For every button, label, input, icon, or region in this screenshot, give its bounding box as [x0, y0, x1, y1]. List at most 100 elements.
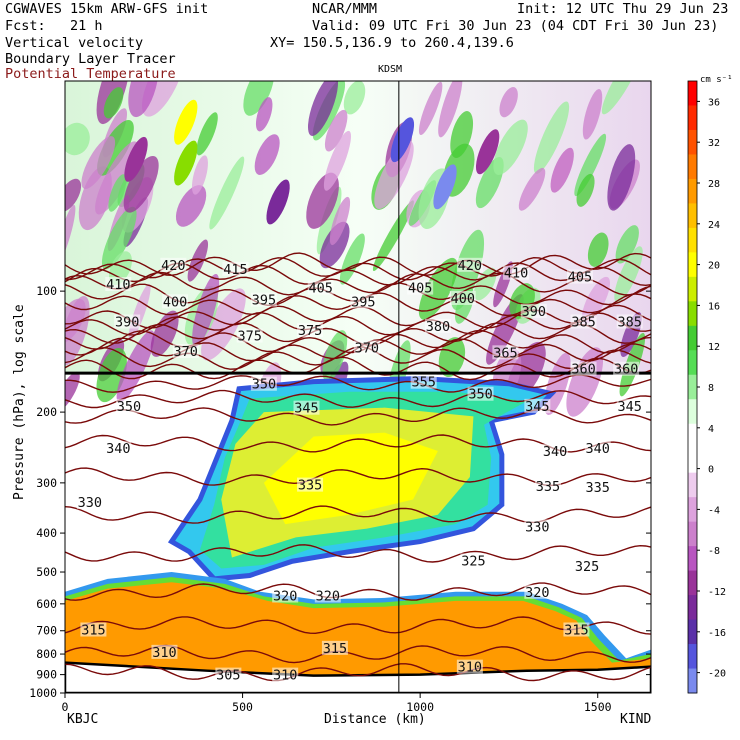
colorbar-swatch: [688, 521, 697, 547]
wave-blob: [192, 273, 220, 347]
theta-label-bg: [616, 314, 643, 329]
theta-label-bg: [424, 318, 451, 333]
theta-label-bg: [307, 280, 334, 295]
theta-contour-315: [65, 616, 651, 635]
wave-blob: [374, 140, 414, 210]
theta-label: 355: [412, 375, 436, 391]
theta-contour-345: [65, 407, 651, 426]
theta-label: 345: [525, 399, 549, 415]
theta-label: 400: [163, 294, 187, 310]
theta-label: 370: [355, 340, 379, 356]
wave-blob: [187, 239, 209, 282]
theta-label: 310: [458, 660, 482, 676]
wave-blob: [65, 122, 90, 156]
theta-label: 350: [117, 399, 141, 415]
wave-blob: [438, 81, 463, 138]
wave-core: [550, 147, 574, 193]
theta-contour-420: [65, 252, 651, 277]
theta-label-bg: [570, 361, 597, 376]
colorbar-swatch: [688, 374, 697, 400]
theta-label: 335: [536, 479, 560, 495]
wave-blob: [499, 87, 518, 118]
colorbar-swatch: [688, 423, 697, 449]
theta-label: 320: [525, 585, 549, 601]
wave-blob: [209, 156, 245, 230]
theta-label: 420: [161, 258, 185, 274]
wave-blob: [196, 112, 218, 156]
theta-label: 360: [614, 362, 638, 378]
tracer-plume-core: [263, 432, 438, 525]
theta-label-bg: [566, 269, 593, 284]
theta-label: 320: [316, 589, 340, 605]
wave-core: [390, 117, 415, 163]
wave-blob: [128, 81, 159, 118]
theta-label-bg: [76, 495, 103, 510]
wave-blob: [493, 119, 528, 175]
theta-label-bg: [503, 265, 530, 280]
theta-label-bg: [492, 345, 519, 360]
field-vertical-velocity: Vertical velocity: [5, 35, 144, 51]
colorbar-swatch: [688, 276, 697, 302]
wave-blob: [544, 352, 571, 415]
colorbar-label: -8: [708, 546, 720, 557]
cross-section-endpoints: XY= 150.5,136.9 to 260.4,139.6: [270, 35, 514, 51]
colorbar-swatch: [688, 227, 697, 253]
x-tick-label: 1500: [584, 700, 612, 714]
theta-label-bg: [297, 477, 324, 492]
theta-label-bg: [160, 257, 187, 272]
theta-label: 335: [586, 480, 610, 496]
theta-label-bg: [563, 622, 590, 637]
wave-blob: [587, 232, 609, 267]
x-endpoint-right: KIND: [620, 712, 652, 727]
wave-blob: [607, 144, 636, 211]
wave-blob: [614, 246, 643, 303]
theta-label: 310: [152, 645, 176, 661]
wave-blob: [372, 200, 414, 271]
wave-blob: [254, 134, 280, 175]
theta-label-bg: [115, 398, 142, 413]
colorbar-swatch: [688, 105, 697, 131]
y-tick-label: 200: [36, 405, 57, 419]
theta-label-bg: [105, 441, 132, 456]
theta-label: 395: [252, 293, 276, 309]
wave-blob: [101, 206, 137, 270]
wave-blob: [438, 337, 466, 378]
theta-label-bg: [250, 376, 277, 391]
theta-contour-415: [65, 256, 651, 281]
wave-core: [475, 129, 500, 175]
wave-blob: [582, 89, 603, 140]
colorbar-label: 8: [708, 383, 714, 394]
x-tick-label: 0: [62, 700, 69, 714]
theta-label-bg: [584, 479, 611, 494]
plot-frame: [64, 80, 652, 694]
colorbar-label: 28: [708, 179, 720, 190]
colorbar-label: 32: [708, 138, 720, 149]
wave-blob: [81, 136, 116, 189]
colorbar-label: 12: [708, 342, 720, 353]
theta-label-bg: [350, 294, 377, 309]
theta-label-bg: [542, 444, 569, 459]
org-label: NCAR/MMM: [312, 1, 378, 17]
colorbar-swatch: [688, 154, 697, 180]
theta-label-bg: [293, 400, 320, 415]
x-tick-label: 500: [232, 700, 253, 714]
y-tick-label: 800: [36, 647, 57, 661]
wave-blob: [109, 251, 132, 286]
theta-label-bg: [151, 644, 178, 659]
colorbar-label: -12: [708, 587, 726, 598]
y-axis-label: Pressure (hPa), log scale: [12, 304, 27, 500]
y-tick-label: 400: [36, 526, 57, 540]
theta-label: 325: [461, 553, 485, 569]
theta-label: 340: [543, 444, 567, 460]
theta-label-bg: [524, 519, 551, 534]
wave-blob: [65, 371, 80, 412]
theta-label-bg: [353, 340, 380, 355]
theta-label: 345: [617, 399, 641, 415]
theta-label: 370: [174, 344, 198, 360]
station-label-kdsm: KDSM: [378, 64, 403, 75]
theta-label-bg: [570, 314, 597, 329]
theta-label-bg: [456, 257, 483, 272]
wave-blob: [615, 225, 639, 264]
colorbar-label: 20: [708, 261, 720, 272]
